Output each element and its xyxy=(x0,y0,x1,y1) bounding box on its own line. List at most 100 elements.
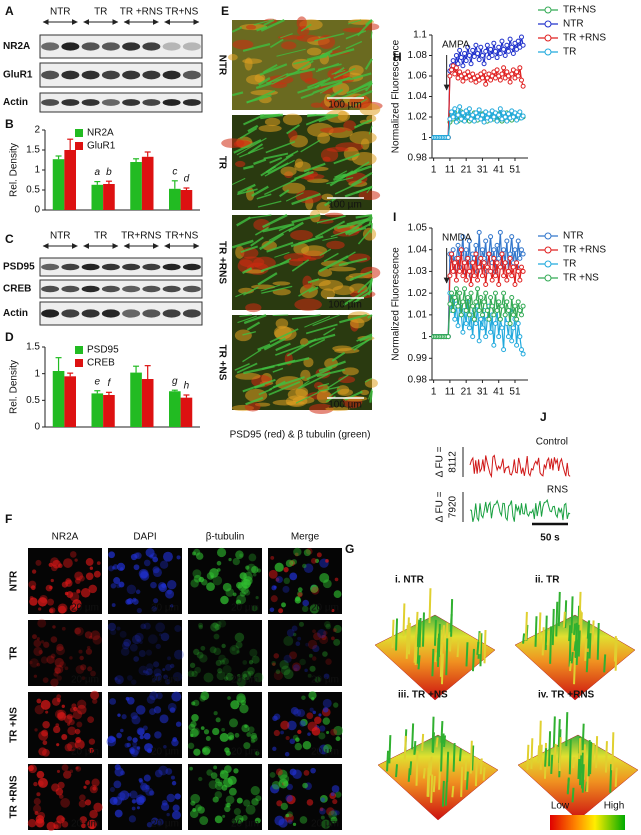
legend-marker xyxy=(544,274,552,282)
texture xyxy=(367,277,374,296)
time-scale-label: 50 s xyxy=(540,533,560,544)
texture xyxy=(329,170,354,187)
point xyxy=(452,71,458,77)
spike xyxy=(585,651,589,673)
point xyxy=(505,48,511,54)
point xyxy=(470,71,476,77)
legend-marker xyxy=(544,246,552,254)
point xyxy=(466,238,472,244)
texture xyxy=(209,646,217,654)
texture xyxy=(275,577,280,582)
texture xyxy=(257,200,282,208)
texture xyxy=(331,215,346,221)
point xyxy=(501,290,507,296)
texture xyxy=(227,775,237,785)
texture xyxy=(134,632,144,642)
texture xyxy=(270,82,288,89)
texture xyxy=(265,140,296,154)
texture xyxy=(36,792,41,797)
point xyxy=(484,308,490,314)
point xyxy=(515,268,521,274)
texture xyxy=(273,713,281,720)
texture xyxy=(322,156,331,162)
texture xyxy=(260,284,281,292)
point xyxy=(501,110,507,116)
y-tick-label: 1.5 xyxy=(26,145,40,156)
texture xyxy=(137,728,145,736)
texture xyxy=(333,153,361,165)
spike xyxy=(440,653,444,685)
texture xyxy=(257,272,278,286)
point xyxy=(515,321,521,327)
point xyxy=(470,303,476,309)
texture xyxy=(287,819,293,825)
point xyxy=(518,264,524,270)
bar xyxy=(64,376,76,427)
point xyxy=(505,334,511,340)
blot-band xyxy=(142,70,161,80)
blot-band xyxy=(162,285,181,293)
texture xyxy=(256,25,267,32)
texture xyxy=(286,629,295,637)
texture xyxy=(117,713,121,717)
spike xyxy=(458,748,462,762)
texture xyxy=(242,267,253,274)
texture xyxy=(333,67,356,79)
spike xyxy=(421,733,425,751)
spike xyxy=(551,608,555,646)
texture xyxy=(165,589,175,599)
texture xyxy=(146,748,152,754)
blot-band xyxy=(101,99,120,106)
spike xyxy=(415,750,419,786)
scale-label: 20 µm xyxy=(71,747,99,758)
texture xyxy=(242,349,262,363)
point xyxy=(452,260,458,266)
texture xyxy=(72,710,83,720)
texture xyxy=(117,792,126,801)
row-label: TR xyxy=(9,646,20,660)
point xyxy=(455,61,461,67)
spike xyxy=(395,618,399,651)
blot-band xyxy=(41,263,60,271)
blot-band xyxy=(142,309,161,318)
texture xyxy=(206,582,215,591)
texture xyxy=(273,670,284,681)
point xyxy=(478,116,484,122)
texture xyxy=(126,598,134,605)
texture xyxy=(320,797,326,803)
point xyxy=(450,114,456,120)
point xyxy=(514,117,520,123)
texture xyxy=(239,704,249,714)
point xyxy=(497,316,503,322)
point xyxy=(452,106,458,112)
spike xyxy=(581,764,585,793)
texture xyxy=(221,727,226,732)
texture xyxy=(35,559,42,566)
point xyxy=(518,34,524,40)
texture xyxy=(121,641,130,650)
texture xyxy=(315,220,346,239)
texture xyxy=(140,782,148,791)
texture xyxy=(253,158,267,166)
blot-band xyxy=(61,309,80,318)
texture xyxy=(119,567,124,571)
texture xyxy=(143,622,151,630)
texture xyxy=(111,603,116,607)
spike xyxy=(434,652,438,663)
texture xyxy=(275,576,283,584)
texture xyxy=(191,727,200,737)
y-tick-label: 1 xyxy=(34,368,40,379)
texture xyxy=(262,223,295,233)
texture xyxy=(42,677,49,683)
texture xyxy=(163,744,167,749)
point xyxy=(509,294,515,300)
blot-band xyxy=(162,309,181,318)
texture xyxy=(229,645,240,655)
texture xyxy=(331,102,349,109)
texture xyxy=(38,747,47,756)
texture xyxy=(320,50,333,58)
texture xyxy=(297,587,303,593)
point xyxy=(488,294,494,300)
texture xyxy=(241,815,248,821)
point xyxy=(510,114,516,120)
